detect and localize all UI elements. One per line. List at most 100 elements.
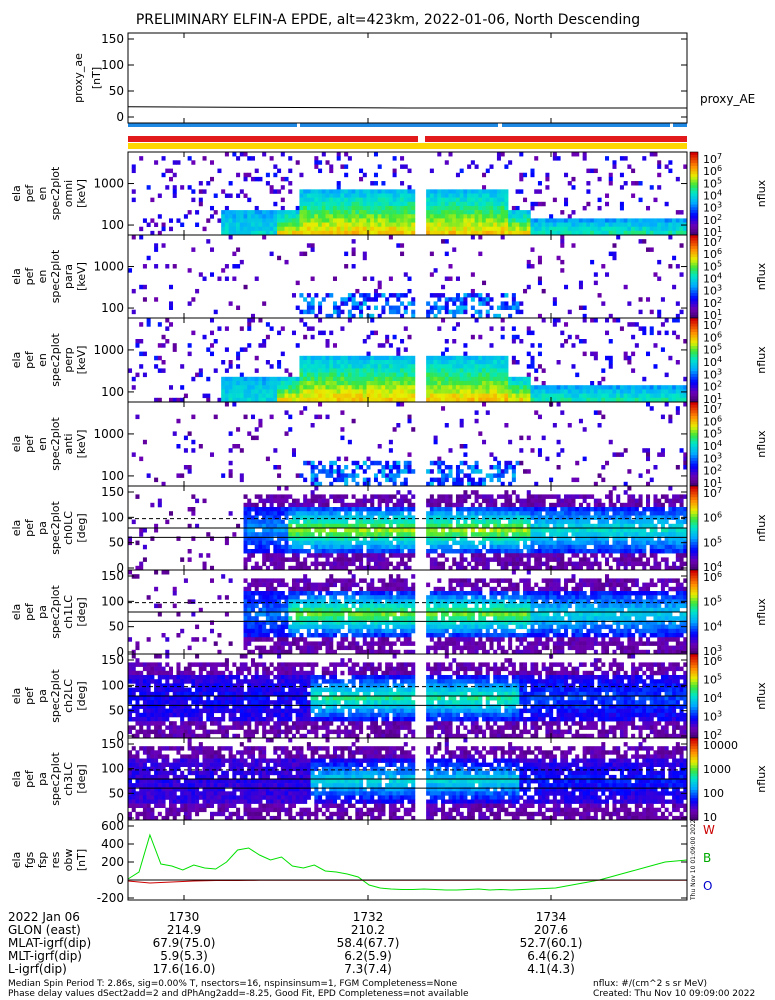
- heatmap-cell: [303, 494, 308, 499]
- heatmap-cell: [403, 515, 408, 520]
- heatmap-cell: [452, 247, 457, 252]
- heatmap-cell: [224, 152, 229, 157]
- heatmap-cell: [247, 218, 252, 223]
- heatmap-cell: [303, 406, 308, 411]
- heatmap-cell: [519, 230, 524, 236]
- heatmap-cell: [340, 494, 345, 499]
- heatmap-cell: [381, 565, 386, 571]
- heatmap-cell: [433, 561, 438, 567]
- heatmap-cell: [526, 565, 531, 571]
- heatmap-cell: [392, 355, 397, 361]
- heatmap-cell: [310, 326, 315, 331]
- heatmap-cell: [318, 230, 323, 236]
- heatmap-cell: [467, 189, 472, 194]
- colorbar-swatch: [690, 458, 698, 462]
- heatmap-cell: [325, 519, 330, 525]
- heatmap-cell: [582, 528, 587, 533]
- heatmap-cell: [362, 536, 367, 541]
- heatmap-cell: [299, 540, 304, 546]
- heatmap-cell: [370, 372, 375, 378]
- heatmap-cell: [530, 498, 535, 504]
- heatmap-cell: [168, 226, 174, 232]
- heatmap-cell: [373, 193, 378, 198]
- heatmap-cell: [631, 222, 636, 227]
- heatmap-cell: [511, 360, 516, 365]
- y-axis-label: proxy_ae: [72, 53, 85, 103]
- heatmap-cell: [347, 364, 352, 369]
- heatmap-cell: [437, 364, 442, 369]
- heatmap-cell: [318, 355, 323, 361]
- heatmap-cell: [373, 297, 378, 302]
- heatmap-cell: [463, 519, 468, 525]
- heatmap-cell: [303, 360, 308, 365]
- heatmap-cell: [355, 540, 360, 546]
- heatmap-cell: [530, 511, 535, 516]
- heatmap-cell: [291, 393, 296, 399]
- heatmap-cell: [646, 247, 651, 252]
- heatmap-cell: [366, 193, 371, 198]
- heatmap-cell: [646, 351, 651, 357]
- heatmap-cell: [429, 511, 434, 516]
- heatmap-cell: [340, 301, 345, 306]
- heatmap-cell: [455, 397, 460, 403]
- heatmap-cell: [277, 502, 282, 508]
- heatmap-cell: [396, 230, 401, 236]
- heatmap-cell: [500, 481, 505, 487]
- heatmap-cell: [623, 448, 628, 453]
- heatmap-cell: [303, 205, 308, 211]
- heatmap-cell: [400, 218, 405, 223]
- heatmap-cell: [605, 355, 610, 361]
- heatmap-cell: [388, 305, 393, 310]
- heatmap-cell: [221, 393, 226, 399]
- heatmap-cell: [605, 540, 610, 546]
- colorbar-swatch: [690, 304, 698, 308]
- heatmap-cell: [280, 507, 285, 512]
- heatmap-cell: [429, 381, 434, 386]
- heatmap-cell: [519, 309, 524, 315]
- heatmap-cell: [403, 393, 408, 399]
- heatmap-cell: [314, 372, 319, 378]
- colorbar-swatch: [690, 388, 698, 392]
- heatmap-cell: [504, 389, 509, 394]
- heatmap-cell: [340, 393, 345, 399]
- heatmap-cell: [277, 226, 282, 232]
- heatmap-cell: [359, 201, 364, 207]
- heatmap-cell: [511, 540, 516, 546]
- heatmap-cell: [575, 389, 580, 394]
- heatmap-cell: [605, 494, 610, 499]
- heatmap-cell: [321, 372, 326, 378]
- heatmap-cell: [385, 561, 390, 567]
- heatmap-cell: [142, 264, 147, 269]
- heatmap-cell: [631, 494, 636, 499]
- heatmap-cell: [575, 511, 580, 516]
- heatmap-cell: [340, 397, 345, 403]
- heatmap-cell: [485, 297, 490, 302]
- heatmap-cell: [500, 364, 505, 369]
- heatmap-cell: [500, 469, 505, 474]
- heatmap-cell: [564, 172, 569, 178]
- heatmap-cell: [634, 222, 639, 227]
- heatmap-cell: [541, 553, 546, 558]
- heatmap-cell: [403, 309, 408, 315]
- heatmap-cell: [426, 193, 431, 198]
- colorbar-swatch: [690, 210, 698, 214]
- heatmap-cell: [340, 473, 345, 478]
- heatmap-cell: [459, 301, 464, 306]
- heatmap-cell: [329, 210, 334, 215]
- heatmap-cell: [154, 528, 159, 533]
- heatmap-cell: [429, 549, 434, 554]
- heatmap-cell: [344, 511, 349, 516]
- heatmap-cell: [601, 230, 606, 236]
- heatmap-cell: [571, 519, 576, 525]
- heatmap-cell: [340, 561, 345, 567]
- colorbar-swatch: [690, 207, 698, 211]
- colorbar-swatch: [690, 257, 698, 261]
- heatmap-cell: [616, 523, 621, 529]
- heatmap-cell: [370, 201, 375, 207]
- heatmap-cell: [552, 222, 557, 227]
- heatmap-cell: [474, 553, 479, 558]
- heatmap-cell: [467, 381, 472, 386]
- y-axis-label: [keV]: [75, 430, 88, 459]
- heatmap-cell: [683, 452, 688, 457]
- heatmap-cell: [280, 536, 285, 541]
